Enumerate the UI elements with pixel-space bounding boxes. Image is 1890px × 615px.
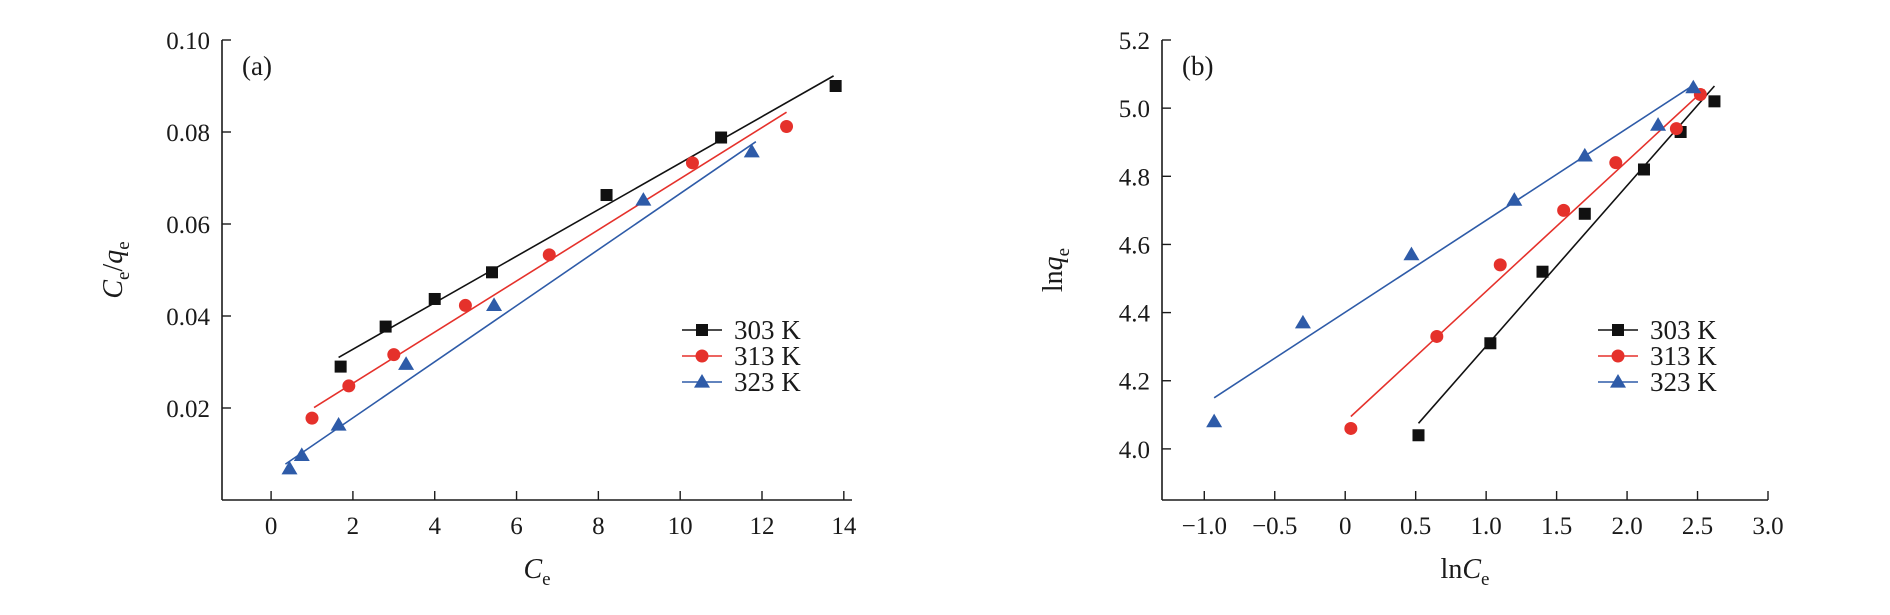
a-x-tick-label: 10 [668, 513, 693, 540]
a-legend-303k-marker [696, 324, 708, 336]
a-series-303k-point [428, 292, 441, 305]
b-x-axis-label: lnCe [1441, 554, 1490, 590]
a-legend-303k-label: 303 K [734, 315, 801, 345]
b-series-323k-fit-line [1213, 83, 1696, 399]
b-y-tick-label: 4.2 [1119, 369, 1150, 396]
panel-b-chart: −1.0 −0.5 0 0.5 1.0 1.5 2.0 2.5 3.0 4.0 4.2 4.4 4.6 4… [1038, 28, 1784, 590]
b-x-tick-label: −0.5 [1252, 513, 1297, 540]
a-x-tick-label: 14 [831, 513, 857, 540]
b-series-313k-point [1557, 203, 1571, 217]
b-series-323k-point [1685, 79, 1702, 94]
a-y-tick-label: 0.04 [166, 304, 210, 331]
a-series-313k-point [780, 119, 794, 133]
a-series-303k-point [829, 80, 842, 92]
a-series-303k-point [486, 266, 498, 279]
a-x-tick-label: 12 [750, 513, 775, 540]
b-series-323k-point [1294, 314, 1311, 329]
a-y-tick-label: 0.06 [166, 212, 210, 239]
a-series-323k-point [293, 447, 310, 461]
b-legend-323k-label: 323 K [1650, 367, 1717, 397]
b-x-tick-label: 2.0 [1611, 513, 1642, 540]
a-x-tick-label: 4 [428, 513, 441, 540]
a-series-323k-point [281, 460, 298, 475]
b-series-313k-point [1430, 329, 1444, 343]
b-legend-303k-marker [1612, 324, 1624, 336]
b-series-303k-point [1536, 265, 1549, 278]
a-series-323k-fit-line [284, 141, 757, 465]
a-y-axis-label: Ce/qe [98, 241, 134, 298]
b-legend-313k-marker [1611, 349, 1625, 363]
b-y-tick-label: 5.2 [1119, 28, 1150, 55]
b-series-303k-fit-line [1417, 85, 1716, 424]
a-series-303k-point [334, 360, 347, 373]
b-x-tick-label: 1.5 [1541, 513, 1572, 540]
a-y-tick-label: 0.02 [166, 396, 210, 423]
a-series-313k-point [342, 379, 356, 393]
a-y-tick-label: 0.10 [166, 28, 210, 55]
b-x-tick-label: 2.5 [1682, 513, 1713, 540]
b-y-tick-label: 4.6 [1119, 232, 1150, 259]
b-y-tick-label: 4.0 [1119, 437, 1150, 464]
a-x-axis-label: Ce [523, 554, 550, 590]
b-series-313k-point [1493, 258, 1507, 272]
a-series-313k-point [458, 298, 472, 312]
b-series-313k-point [1669, 122, 1683, 136]
a-series-323k-point [486, 297, 503, 312]
a-panel-label: (a) [242, 51, 272, 81]
a-series-323k-point [635, 192, 652, 206]
a-series-313k-point [542, 248, 556, 262]
a-y-tick-label: 0.08 [166, 120, 210, 147]
a-series-313k-point [305, 411, 319, 425]
b-y-tick-label: 5.0 [1119, 96, 1150, 123]
b-series-323k-point [1403, 246, 1420, 261]
b-series-303k-point [1578, 207, 1591, 220]
b-x-tick-label: 1.0 [1471, 513, 1502, 540]
a-legend-313k-label: 313 K [734, 341, 801, 371]
b-series-303k-point [1637, 163, 1650, 176]
a-series-313k-point [387, 348, 401, 362]
b-x-tick-label: 0 [1339, 513, 1352, 540]
b-series-303k-point [1708, 95, 1721, 108]
b-y-tick-label: 4.8 [1119, 164, 1150, 191]
a-series-323k-point [330, 417, 347, 431]
b-series-323k-point [1506, 192, 1523, 206]
b-x-tick-label: 0.5 [1400, 513, 1431, 540]
b-series-323k-point [1576, 147, 1593, 162]
a-legend-313k-marker [695, 349, 709, 363]
b-series-303k-point [1412, 429, 1425, 442]
a-legend-323k-label: 323 K [734, 367, 801, 397]
a-x-tick-label: 0 [265, 513, 278, 540]
b-y-tick-label: 4.4 [1119, 301, 1151, 328]
a-x-tick-label: 8 [592, 513, 605, 540]
a-series-323k-point [398, 356, 415, 370]
b-series-323k-point [1650, 117, 1667, 131]
b-series-313k-point [1609, 156, 1623, 170]
a-legend-323k-marker [694, 374, 710, 388]
panel-a-chart: 0 2 4 6 8 10 12 14 0.02 0.04 0.06 0.08 0.10 (a) Ce Ce/q… [98, 28, 857, 590]
a-series-303k-point [600, 189, 613, 202]
a-series-323k-point [743, 143, 760, 158]
a-series-303k-fit-line [338, 75, 834, 359]
b-series-323k-point [1206, 413, 1223, 428]
a-series-313k-point [685, 156, 699, 170]
a-series-303k-point [379, 320, 392, 333]
b-y-axis-label: lnqe [1038, 248, 1074, 292]
a-x-tick-label: 2 [347, 513, 360, 540]
b-x-tick-label: −1.0 [1182, 513, 1227, 540]
b-legend-303k-label: 303 K [1650, 315, 1717, 345]
b-series-313k-point [1344, 421, 1358, 435]
b-legend-313k-label: 313 K [1650, 341, 1717, 371]
b-x-tick-label: 3.0 [1752, 513, 1783, 540]
a-x-tick-label: 6 [510, 513, 523, 540]
b-legend-323k-marker [1610, 374, 1626, 388]
b-series-303k-point [1484, 337, 1497, 350]
b-panel-label: (b) [1182, 51, 1213, 81]
b-series-313k-fit-line [1350, 88, 1706, 418]
a-series-303k-point [715, 131, 728, 144]
